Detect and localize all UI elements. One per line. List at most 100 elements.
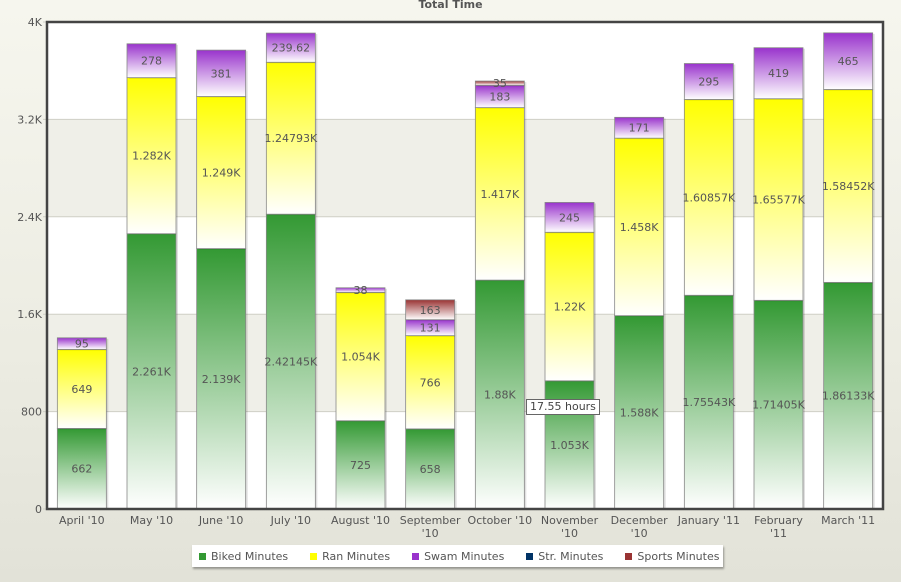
bar-segment[interactable] (196, 49, 247, 97)
data-label: 1.88K (484, 389, 516, 402)
y-tick-label: 4K (28, 16, 43, 29)
x-tick-label: October '10 (468, 514, 533, 527)
bar-segment[interactable] (753, 47, 804, 100)
bar-segment[interactable] (544, 202, 595, 233)
bar-segment[interactable] (683, 99, 734, 296)
data-label: 1.282K (132, 150, 171, 163)
data-label: 1.24793K (264, 132, 317, 145)
grid-band (47, 314, 883, 412)
data-label: 649 (71, 383, 92, 396)
bar-segment[interactable] (405, 299, 456, 321)
data-label: 1.249K (202, 167, 241, 180)
plot-background (47, 22, 883, 509)
bar-segment[interactable] (405, 428, 456, 510)
data-label: 2.261K (132, 365, 171, 378)
bar-segment[interactable] (335, 292, 386, 422)
bar-segment[interactable] (474, 107, 525, 281)
bar-segment[interactable] (265, 213, 316, 510)
data-label: 381 (211, 67, 232, 80)
legend-label: Sports Minutes (637, 549, 720, 563)
data-label: 1.054K (341, 351, 380, 364)
data-label: 1.417K (480, 188, 519, 201)
x-tick-label: '11 (770, 527, 787, 540)
x-tick-label: June '10 (198, 514, 243, 527)
data-label: 1.58452K (822, 180, 875, 193)
bar-segment[interactable] (474, 80, 525, 86)
plot-frame (45, 20, 885, 511)
y-tick-label: 1.6K (17, 308, 42, 321)
data-label: 1.588K (620, 406, 659, 419)
x-tick-label: January '11 (677, 514, 740, 527)
bar-segment[interactable] (753, 98, 804, 301)
x-tick-label: '10 (422, 527, 439, 540)
grid-band (47, 119, 883, 217)
legend-label: Swam Minutes (424, 549, 505, 563)
x-tick-label: July '10 (270, 514, 311, 527)
legend-label: Ran Minutes (322, 549, 391, 563)
legend-item[interactable]: Sports Minutes (625, 550, 719, 563)
data-label: 278 (141, 55, 162, 68)
data-label: 2.42145K (264, 356, 317, 369)
bar-segment[interactable] (753, 299, 804, 510)
bar-segment[interactable] (474, 279, 525, 510)
bar-segment[interactable] (823, 281, 874, 510)
bar-segment[interactable] (614, 116, 665, 139)
bar-segment[interactable] (405, 335, 456, 430)
data-label: 662 (71, 463, 92, 476)
x-tick-label: February (754, 514, 803, 527)
data-label: 1.65577K (752, 194, 805, 207)
data-label: 1.60857K (682, 191, 735, 204)
data-label: 1.458K (620, 221, 659, 234)
bar-segment[interactable] (823, 32, 874, 90)
legend-item[interactable]: Swam Minutes (412, 550, 504, 563)
legend-label: Biked Minutes (211, 549, 289, 563)
chart-legend: Biked Minutes Ran Minutes Swam Minutes Str.… (192, 545, 724, 567)
legend-item[interactable]: Str. Minutes (526, 550, 603, 563)
data-label: 766 (420, 376, 441, 389)
bar-segment[interactable] (196, 248, 247, 510)
data-label: 163 (420, 304, 441, 317)
bar-segment[interactable] (683, 294, 734, 510)
data-label: 725 (350, 459, 371, 472)
data-label: 35 (493, 77, 507, 90)
data-label: 465 (838, 55, 859, 68)
legend-item[interactable]: Biked Minutes (199, 550, 288, 563)
bar-segment[interactable] (126, 77, 177, 235)
legend-swatch (412, 552, 420, 560)
bar-segment[interactable] (335, 420, 386, 510)
data-label: 1.75543K (682, 396, 735, 409)
y-tick-label: 2.4K (17, 211, 42, 224)
y-tick-label: 3.2K (17, 113, 42, 126)
bar-segment[interactable] (56, 428, 107, 510)
data-label: 658 (420, 463, 441, 476)
bar-segment[interactable] (614, 315, 665, 510)
data-label: 183 (489, 90, 510, 103)
bar-segment[interactable] (56, 348, 107, 429)
x-tick-label: December (611, 514, 669, 527)
data-label: 131 (420, 322, 441, 335)
bar-segment[interactable] (265, 61, 316, 215)
x-tick-label: '10 (561, 527, 578, 540)
legend-swatch (625, 552, 633, 560)
legend-item[interactable]: Ran Minutes (310, 550, 390, 563)
data-label: 1.86133K (822, 390, 875, 403)
x-tick-label: March '11 (821, 514, 875, 527)
x-tick-label: April '10 (59, 514, 105, 527)
data-label: 245 (559, 211, 580, 224)
y-tick-label: 800 (21, 406, 42, 419)
chart-title: Total Time (418, 0, 483, 11)
x-tick-label: August '10 (331, 514, 390, 527)
x-tick-label: '10 (631, 527, 648, 540)
bar-segment[interactable] (126, 43, 177, 79)
x-tick-label: September (400, 514, 461, 527)
y-tick-label: 0 (35, 503, 42, 516)
data-label: 171 (629, 122, 650, 135)
bar-segment[interactable] (265, 32, 316, 63)
data-label: 38 (354, 284, 368, 297)
bar-segment[interactable] (683, 63, 734, 100)
bar-segment[interactable] (614, 137, 665, 317)
bar-segment[interactable] (56, 337, 107, 350)
bar-segment[interactable] (335, 287, 386, 293)
bar-segment[interactable] (823, 89, 874, 283)
